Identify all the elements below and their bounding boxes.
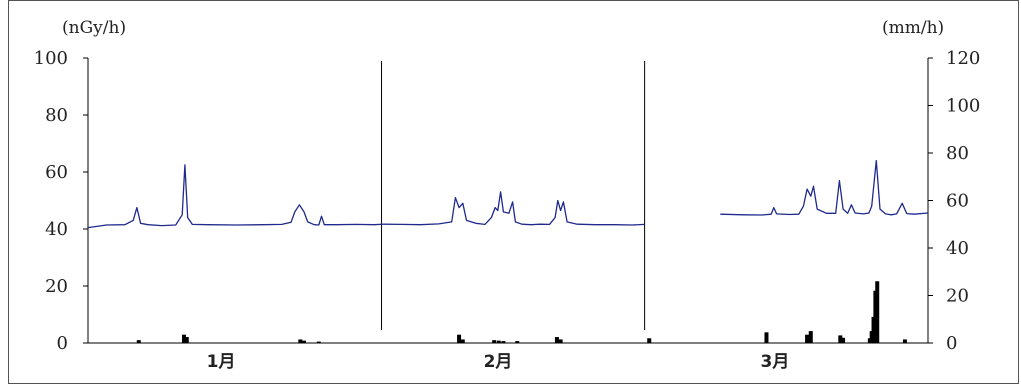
plot-area: 0 20 40 60 80 100 0 20 40 60 80 100 120 1月 2月 3月 bbox=[34, 48, 981, 372]
rain-bar bbox=[515, 341, 520, 343]
left-tick-label: 60 bbox=[45, 162, 68, 183]
rain-bar bbox=[457, 334, 462, 343]
rain-bar bbox=[501, 341, 506, 343]
left-axis-unit-label: (nGy/h) bbox=[62, 18, 126, 38]
left-tick-label: 0 bbox=[57, 333, 68, 354]
left-tick-label: 100 bbox=[34, 48, 68, 69]
right-tick-label: 40 bbox=[946, 238, 969, 259]
right-axis-unit-label: (mm/h) bbox=[882, 18, 944, 38]
rain-bar bbox=[841, 337, 846, 343]
rain-bar bbox=[136, 340, 141, 343]
month-label: 2月 bbox=[484, 352, 513, 372]
dose-rate-line bbox=[720, 159, 929, 216]
rain-bar bbox=[316, 341, 321, 343]
rain-bar bbox=[647, 338, 652, 343]
right-tick-label: 0 bbox=[946, 333, 957, 354]
chart-border bbox=[8, 0, 1019, 384]
rain-bar bbox=[554, 337, 559, 343]
rain-bar bbox=[808, 331, 813, 343]
rain-bar bbox=[496, 340, 501, 343]
right-tick-label: 60 bbox=[946, 191, 969, 212]
rain-bar bbox=[764, 332, 769, 343]
rain-bar bbox=[558, 339, 563, 343]
month-label: 3月 bbox=[761, 352, 790, 372]
rain-bar bbox=[460, 339, 465, 343]
right-tick-label: 120 bbox=[946, 48, 980, 69]
month-label: 1月 bbox=[207, 352, 236, 372]
dose-rate-line bbox=[87, 164, 384, 229]
rain-bar bbox=[298, 339, 303, 343]
rain-bar bbox=[302, 340, 306, 343]
right-tick-label: 20 bbox=[946, 286, 969, 307]
rain-bar bbox=[875, 281, 880, 343]
left-tick-label: 40 bbox=[45, 219, 68, 240]
dose-rate-line bbox=[383, 191, 645, 226]
rain-bar bbox=[838, 335, 843, 343]
rain-bar bbox=[492, 340, 497, 343]
right-tick-label: 100 bbox=[946, 96, 980, 117]
left-tick-label: 80 bbox=[45, 105, 68, 126]
right-tick-label: 80 bbox=[946, 143, 969, 164]
rain-bar bbox=[184, 337, 189, 343]
rain-bar bbox=[805, 334, 810, 343]
rain-bar bbox=[182, 334, 186, 343]
left-tick-label: 20 bbox=[45, 276, 68, 297]
rain-bar bbox=[902, 339, 907, 343]
